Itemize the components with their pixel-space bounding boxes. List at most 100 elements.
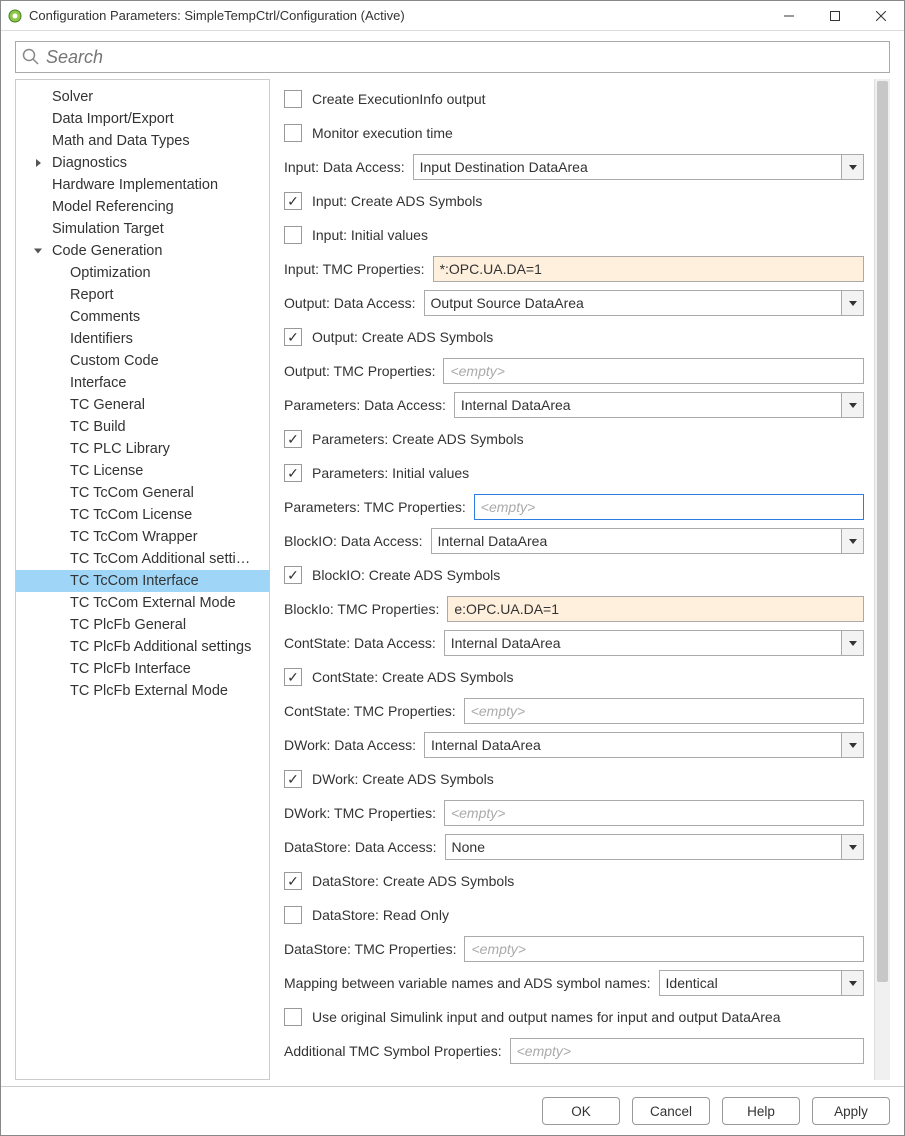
nav-item[interactable]: TC TcCom Interface — [16, 570, 269, 592]
minimize-button[interactable] — [766, 1, 812, 31]
cancel-button[interactable]: Cancel — [632, 1097, 710, 1125]
nav-item[interactable]: Data Import/Export — [16, 108, 269, 130]
nav-item[interactable]: Model Referencing — [16, 196, 269, 218]
dworkDataAccess-dropdown[interactable]: Internal DataArea — [424, 732, 864, 758]
blockioDataAccess-dropdown[interactable]: Internal DataArea — [431, 528, 865, 554]
addTMC-label: Additional TMC Symbol Properties: — [284, 1043, 502, 1059]
dworkDataAccess-row: DWork: Data Access:Internal DataArea — [284, 731, 864, 759]
nav-item[interactable]: Comments — [16, 306, 269, 328]
contStateDataAccess-dropdown[interactable]: Internal DataArea — [444, 630, 864, 656]
dataStoreTMC-field[interactable]: <empty> — [464, 936, 864, 962]
paramsInitVals-checkbox[interactable] — [284, 464, 302, 482]
contStateCreateADS-checkbox[interactable] — [284, 668, 302, 686]
addTMC-field[interactable]: <empty> — [510, 1038, 864, 1064]
nav-item[interactable]: TC Build — [16, 416, 269, 438]
dworkCreateADS-checkbox[interactable] — [284, 770, 302, 788]
nav-item[interactable]: TC PlcFb General — [16, 614, 269, 636]
useOriginal-label: Use original Simulink input and output n… — [312, 1009, 781, 1025]
chevron-down-icon[interactable] — [841, 733, 863, 757]
chevron-down-icon[interactable] — [841, 971, 863, 995]
close-button[interactable] — [858, 1, 904, 31]
dataStoreTMC-label: DataStore: TMC Properties: — [284, 941, 456, 957]
dworkTMC-field[interactable]: <empty> — [444, 800, 864, 826]
nav-item[interactable]: TC TcCom Additional setti… — [16, 548, 269, 570]
nav-item[interactable]: TC PlcFb Additional settings — [16, 636, 269, 658]
chevron-down-icon[interactable] — [841, 155, 863, 179]
paramsDataAccess-row: Parameters: Data Access:Internal DataAre… — [284, 391, 864, 419]
nav-item[interactable]: TC PlcFb External Mode — [16, 680, 269, 702]
scrollbar-thumb[interactable] — [877, 81, 888, 982]
dataStoreReadOnly-row: DataStore: Read Only — [284, 901, 864, 929]
dataStoreDataAccess-label: DataStore: Data Access: — [284, 839, 437, 855]
createExecInfo-checkbox[interactable] — [284, 90, 302, 108]
window-buttons — [766, 1, 904, 31]
contStateDataAccess-value: Internal DataArea — [445, 635, 841, 651]
dworkTMC-label: DWork: TMC Properties: — [284, 805, 436, 821]
content-panel: Create ExecutionInfo output Monitor execu… — [270, 79, 874, 1080]
help-button[interactable]: Help — [722, 1097, 800, 1125]
dworkCreateADS-label: DWork: Create ADS Symbols — [312, 771, 494, 787]
apply-button[interactable]: Apply — [812, 1097, 890, 1125]
nav-item[interactable]: TC PLC Library — [16, 438, 269, 460]
nav-item[interactable]: TC TcCom External Mode — [16, 592, 269, 614]
outputTMC-label: Output: TMC Properties: — [284, 363, 435, 379]
dworkDataAccess-value: Internal DataArea — [425, 737, 841, 753]
nav-item[interactable]: Report — [16, 284, 269, 306]
outputTMC-field[interactable]: <empty> — [443, 358, 864, 384]
nav-item[interactable]: TC PlcFb Interface — [16, 658, 269, 680]
monitorExec-label: Monitor execution time — [312, 125, 453, 141]
inputInitVals-checkbox[interactable] — [284, 226, 302, 244]
scrollbar[interactable] — [874, 79, 890, 1080]
useOriginal-checkbox[interactable] — [284, 1008, 302, 1026]
chevron-down-icon[interactable] — [841, 835, 863, 859]
inputTMC-field[interactable]: *:OPC.UA.DA=1 — [433, 256, 864, 282]
paramsDataAccess-dropdown[interactable]: Internal DataArea — [454, 392, 864, 418]
nav-item[interactable]: Interface — [16, 372, 269, 394]
maximize-button[interactable] — [812, 1, 858, 31]
paramsTMC-field[interactable]: <empty> — [474, 494, 864, 520]
nav-item[interactable]: Hardware Implementation — [16, 174, 269, 196]
nav-item[interactable]: Solver — [16, 86, 269, 108]
mapping-label: Mapping between variable names and ADS s… — [284, 975, 651, 991]
nav-item[interactable]: TC TcCom Wrapper — [16, 526, 269, 548]
inputCreateADS-row: Input: Create ADS Symbols — [284, 187, 864, 215]
blockioCreateADS-row: BlockIO: Create ADS Symbols — [284, 561, 864, 589]
search-input[interactable] — [46, 47, 883, 68]
paramsCreateADS-row: Parameters: Create ADS Symbols — [284, 425, 864, 453]
nav-tree[interactable]: SolverData Import/ExportMath and Data Ty… — [15, 79, 270, 1080]
paramsCreateADS-checkbox[interactable] — [284, 430, 302, 448]
nav-item[interactable]: Custom Code — [16, 350, 269, 372]
nav-item[interactable]: Simulation Target — [16, 218, 269, 240]
nav-item[interactable]: Math and Data Types — [16, 130, 269, 152]
createExecInfo-label: Create ExecutionInfo output — [312, 91, 486, 107]
chevron-down-icon[interactable] — [841, 393, 863, 417]
chevron-down-icon[interactable] — [841, 529, 863, 553]
blockioCreateADS-checkbox[interactable] — [284, 566, 302, 584]
contStateTMC-field[interactable]: <empty> — [464, 698, 864, 724]
chevron-down-icon[interactable] — [841, 291, 863, 315]
mapping-dropdown[interactable]: Identical — [659, 970, 864, 996]
inputInitVals-label: Input: Initial values — [312, 227, 428, 243]
nav-item[interactable]: Code Generation — [16, 240, 269, 262]
nav-item[interactable]: TC General — [16, 394, 269, 416]
dataStoreDataAccess-dropdown[interactable]: None — [445, 834, 864, 860]
monitorExec-checkbox[interactable] — [284, 124, 302, 142]
nav-item[interactable]: Identifiers — [16, 328, 269, 350]
nav-item[interactable]: TC TcCom License — [16, 504, 269, 526]
ok-button[interactable]: OK — [542, 1097, 620, 1125]
dataStoreCreateADS-checkbox[interactable] — [284, 872, 302, 890]
nav-item[interactable]: Optimization — [16, 262, 269, 284]
blockioTMC-label: BlockIo: TMC Properties: — [284, 601, 439, 617]
nav-item[interactable]: TC License — [16, 460, 269, 482]
search-bar[interactable] — [15, 41, 890, 73]
outputCreateADS-checkbox[interactable] — [284, 328, 302, 346]
inputDataAccess-dropdown[interactable]: Input Destination DataArea — [413, 154, 864, 180]
outputDataAccess-dropdown[interactable]: Output Source DataArea — [424, 290, 864, 316]
chevron-down-icon[interactable] — [841, 631, 863, 655]
inputCreateADS-checkbox[interactable] — [284, 192, 302, 210]
nav-item[interactable]: TC TcCom General — [16, 482, 269, 504]
outputDataAccess-row: Output: Data Access:Output Source DataAr… — [284, 289, 864, 317]
nav-item[interactable]: Diagnostics — [16, 152, 269, 174]
dataStoreReadOnly-checkbox[interactable] — [284, 906, 302, 924]
blockioTMC-field[interactable]: e:OPC.UA.DA=1 — [447, 596, 864, 622]
